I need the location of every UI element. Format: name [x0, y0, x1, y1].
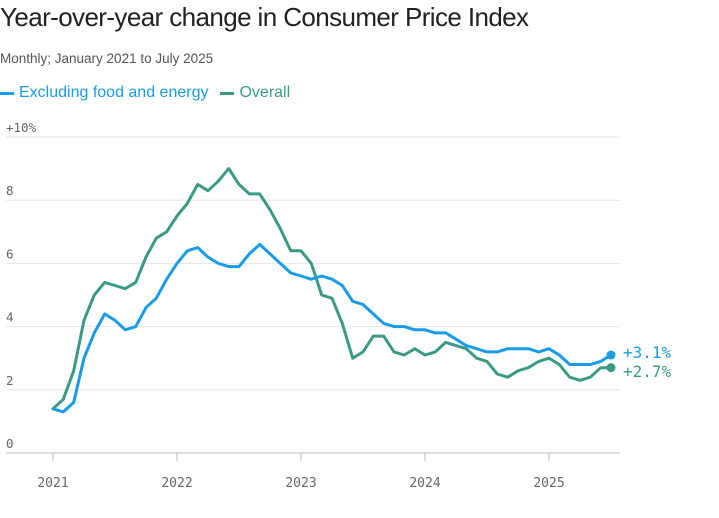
end-label-overall: +2.7%: [623, 362, 672, 381]
x-tick-label: 2021: [37, 476, 68, 491]
legend-item-core: Excluding food and energy: [0, 84, 208, 102]
y-tick-label: +10%: [6, 120, 37, 135]
y-tick-label: 4: [6, 310, 14, 325]
end-point-overall: [606, 363, 616, 373]
end-point-core: [606, 350, 616, 360]
end-label-core: +3.1%: [623, 343, 672, 362]
legend-label-core: Excluding food and energy: [19, 84, 209, 101]
x-tick-label: 2022: [161, 476, 192, 491]
legend-item-overall: Overall: [220, 84, 290, 102]
y-tick-label: 2: [6, 373, 14, 388]
legend-swatch-core: [0, 91, 14, 95]
y-tick-label: 8: [6, 183, 14, 198]
y-tick-label: 0: [6, 436, 14, 451]
legend-swatch-overall: [220, 91, 235, 95]
legend: Excluding food and energy Overall: [0, 82, 302, 104]
y-tick-label: 6: [6, 246, 14, 261]
series-line-core: [51, 242, 613, 414]
chart-subtitle: Monthly; January 2021 to July 2025: [0, 51, 214, 66]
chart-title: Year-over-year change in Consumer Price …: [0, 2, 529, 32]
series-line-overall: [51, 167, 613, 411]
x-tick-label: 2025: [533, 476, 564, 491]
x-tick-label: 2023: [285, 476, 316, 491]
legend-label-overall: Overall: [239, 84, 291, 101]
x-tick-label: 2024: [409, 476, 440, 491]
